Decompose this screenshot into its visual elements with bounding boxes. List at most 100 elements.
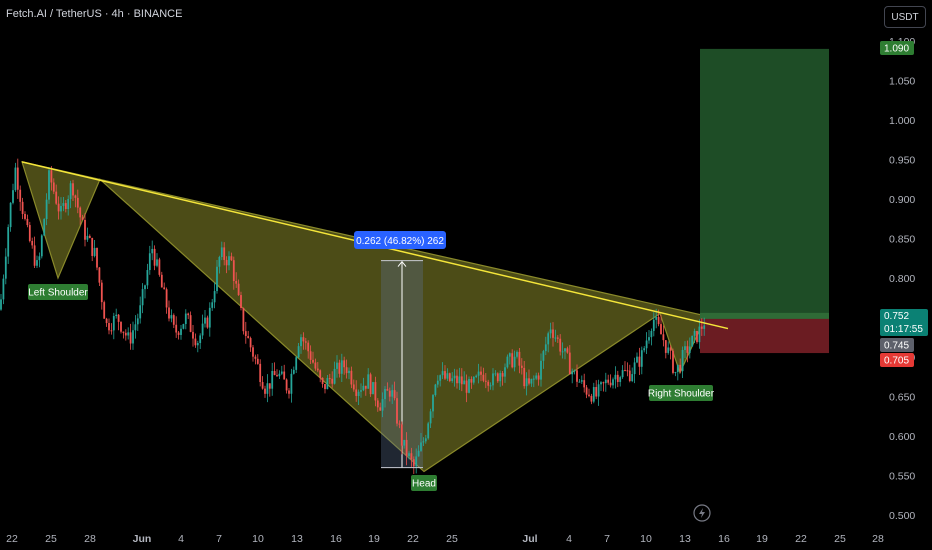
candle-body [12,190,14,203]
x-tick-label: Jun [133,533,152,545]
candle-body [588,394,590,396]
candle-body [619,377,622,382]
candle-body [129,332,132,344]
candle-body [24,213,26,219]
candle-body [516,351,518,357]
x-tick-label: 19 [756,533,768,545]
candle-body [398,423,401,425]
candle-body [276,375,278,377]
candle-body [631,374,634,382]
candle-body [180,328,182,335]
candle-body [463,380,466,385]
candle-body [523,367,526,387]
x-tick-label: 4 [178,533,184,545]
candle-body [52,182,55,192]
candle-body [672,350,674,373]
candle-body [504,367,506,377]
candle-body [604,379,607,384]
candle-body [307,342,310,352]
candle-body [427,423,430,439]
candle-body [657,316,660,325]
candle-body [453,375,456,379]
candle-body [484,380,487,382]
x-axis[interactable]: 22 25 28 Jun 4 7 10 13 16 19 22 25 Jul 4 7 10 13 16 19 22 25… [6,533,884,545]
y-axis[interactable]: 1.1001.0501.0000.9500.9000.8500.8000.750… [889,36,915,522]
candle-body [300,337,302,347]
candle-body [434,384,437,396]
candle-body [513,356,516,368]
candle-body [268,383,271,389]
left-shoulder-label-bg [28,284,88,300]
candle-body [525,378,528,387]
stop-zone[interactable] [700,315,829,354]
candle-body [688,346,691,353]
candle-body [650,330,653,338]
candle-body [9,202,12,228]
candle-body [360,390,362,392]
measure-label-text: 0.262 (46.82%) 262 [356,236,444,247]
candle-body [412,459,415,467]
target-zone[interactable] [700,48,829,316]
candle-body [547,333,550,345]
candle-body [564,348,566,352]
stop-price-tag: 0.705 [884,356,909,367]
candle-body [136,318,139,325]
candle-body [124,332,127,336]
y-tick-label: 0.500 [889,510,915,522]
candle-body [340,360,343,374]
candle-body [508,353,511,357]
replay-icon[interactable] [693,504,711,522]
candle-body [50,170,53,183]
candle-body [194,338,197,346]
entry-price-tag-bg [880,338,914,352]
candle-body [391,390,394,397]
head-label-bg [411,475,437,491]
candle-body [475,375,478,377]
candle-body [280,371,283,374]
candle-countdown: 01:17:55 [884,324,923,335]
candle-body [422,441,425,443]
candle-body [660,324,662,335]
candle-body [417,450,420,457]
candle-body [684,346,686,350]
candle-body [520,365,523,368]
candle-body [532,378,535,380]
candle-body [403,439,406,446]
candle-body [561,351,564,353]
candle-body [698,326,701,343]
currency-button[interactable]: USDT [884,6,926,28]
candle-body [148,253,151,271]
candle-body [506,356,509,368]
candle-body [7,227,10,257]
candle-body [144,285,146,290]
candle-body [285,379,288,391]
x-tick-label: 22 [6,533,18,545]
candle-body [597,384,600,397]
candle-body [254,356,257,359]
candle-body [120,321,122,332]
candle-body [696,330,698,343]
stop-price-tag-bg [880,353,914,367]
candle-body [242,307,245,332]
candle-body [607,379,610,383]
candle-body [352,384,355,390]
candle-body [405,439,408,456]
x-tick-label: 10 [252,533,264,545]
candle-body [432,395,434,412]
candle-body [355,389,358,396]
candle-body [444,371,446,379]
candle-body [518,351,521,366]
candle-body [283,371,286,380]
candle-body [571,371,574,375]
candle-body [100,282,103,303]
candle-body [693,330,696,336]
candle-body [415,456,418,467]
y-tick-label: 0.900 [889,194,915,206]
y-tick-label: 1.050 [889,76,915,88]
candle-body [146,270,149,286]
candle-body [333,368,336,384]
candle-body [703,325,706,329]
candle-body [379,407,382,411]
candle-body [576,370,578,382]
